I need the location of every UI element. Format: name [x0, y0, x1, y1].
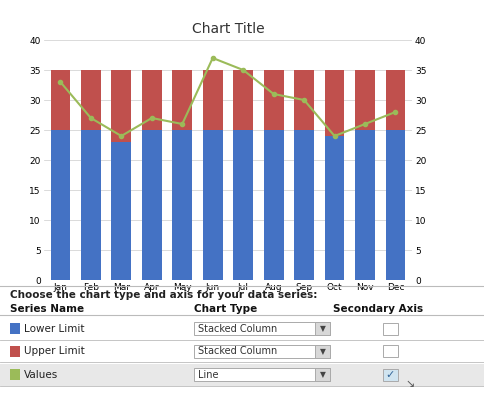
Text: Secondary Axis: Secondary Axis [333, 304, 423, 314]
Bar [294, 130, 313, 280]
Bar [354, 130, 374, 280]
Bar [233, 130, 253, 280]
Bar [50, 70, 70, 130]
Text: Upper Limit: Upper Limit [24, 346, 85, 356]
Bar [233, 70, 253, 130]
Bar [172, 70, 192, 130]
Bar [263, 130, 283, 280]
Text: Values: Values [24, 370, 59, 380]
Bar [142, 130, 161, 280]
Bar [142, 70, 161, 130]
Legend: Lower Limit, Upper Limit, Values: Lower Limit, Upper Limit, Values [121, 320, 334, 337]
Text: Stacked Column: Stacked Column [197, 324, 276, 334]
Bar [50, 130, 70, 280]
Bar [294, 70, 313, 130]
Text: Line: Line [197, 370, 218, 380]
Bar [385, 130, 405, 280]
Text: Stacked Column: Stacked Column [197, 346, 276, 356]
Text: ▼: ▼ [319, 324, 325, 333]
Bar [263, 70, 283, 130]
Bar [385, 70, 405, 130]
Bar [324, 70, 344, 136]
Bar [202, 70, 222, 130]
Bar [111, 142, 131, 280]
Bar [111, 70, 131, 142]
Text: ↘: ↘ [404, 378, 414, 389]
Text: Chart Type: Chart Type [194, 304, 257, 314]
Bar [172, 130, 192, 280]
Text: Choose the chart type and axis for your data series:: Choose the chart type and axis for your … [10, 290, 317, 300]
Text: Lower Limit: Lower Limit [24, 324, 85, 334]
Bar [81, 70, 101, 130]
Text: ▼: ▼ [319, 347, 325, 356]
Title: Chart Title: Chart Title [191, 22, 264, 36]
Text: ✓: ✓ [385, 370, 394, 380]
Bar [81, 130, 101, 280]
Text: ▼: ▼ [319, 370, 325, 379]
Bar [324, 136, 344, 280]
Bar [202, 130, 222, 280]
Bar [354, 70, 374, 130]
Text: Series Name: Series Name [10, 304, 84, 314]
